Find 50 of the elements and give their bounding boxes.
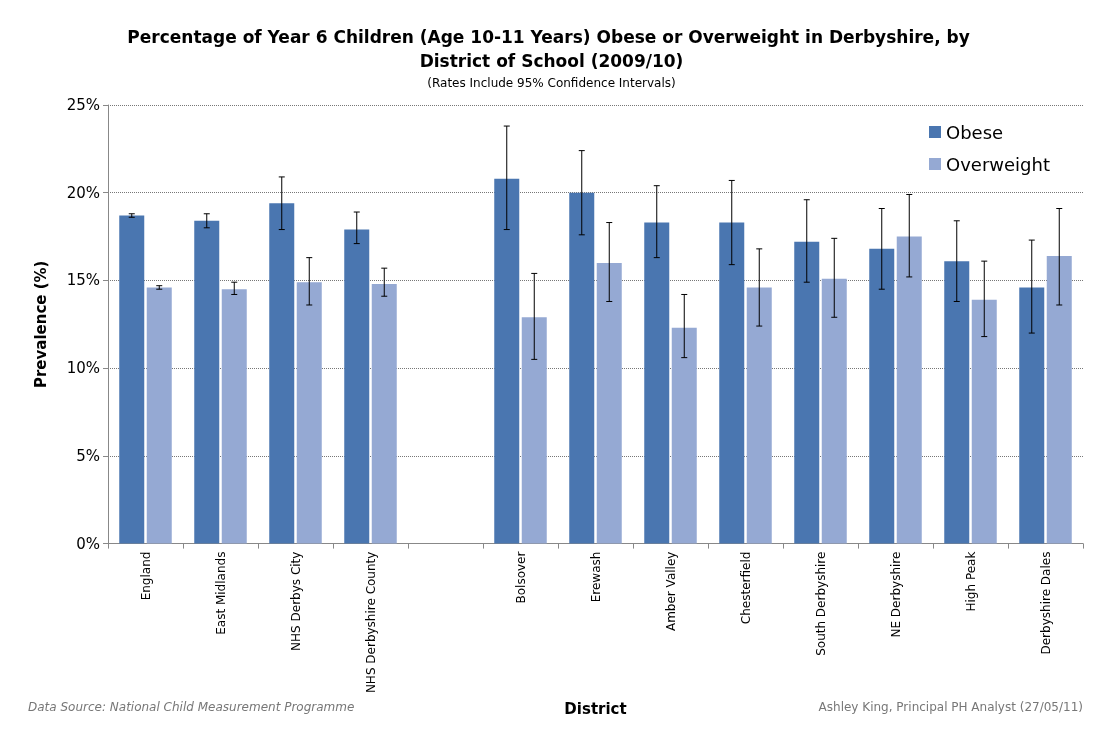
x-tick-label: Amber Valley <box>663 551 678 632</box>
x-tick-label: NE Derbyshire <box>888 551 903 638</box>
bar <box>371 283 397 544</box>
y-tick-label: 15% <box>66 271 100 290</box>
x-tick-label: England <box>138 551 153 601</box>
text: Ashley King, Principal PH Analyst (27/05/11) <box>818 700 1084 714</box>
bar <box>119 215 145 544</box>
source-note: Data Source: National Child Measurement Programme <box>28 700 355 714</box>
y-tick-label: 10% <box>66 359 100 378</box>
bar <box>194 220 220 544</box>
bar <box>794 241 820 544</box>
bar <box>296 282 322 544</box>
x-tick-label: Erewash <box>588 551 603 603</box>
bar <box>494 178 520 544</box>
legend-label: Overweight <box>946 153 1050 175</box>
y-tick-label: 0% <box>76 534 100 553</box>
y-axis-title: Prevalence (%) <box>31 260 50 389</box>
bar <box>869 248 895 544</box>
bar <box>1046 255 1072 544</box>
bar <box>746 287 772 544</box>
x-tick-label: NHS Derbys City <box>288 551 303 651</box>
x-axis-title: District <box>564 699 627 718</box>
bar <box>569 192 595 544</box>
chart-subtitle: (Rates Include 95% Confidence Intervals) <box>427 76 676 90</box>
bar <box>596 262 622 544</box>
bar <box>821 278 847 544</box>
x-tick-label: High Peak <box>963 551 978 612</box>
x-tick-label: NHS Derbyshire County <box>363 551 378 694</box>
legend-label: Obese <box>946 121 1004 143</box>
x-tick-label: Bolsover <box>513 551 528 604</box>
bar <box>896 236 922 544</box>
bar <box>269 203 295 544</box>
y-tick-label: 20% <box>66 183 100 202</box>
y-tick-label: 25% <box>66 96 100 114</box>
bar <box>221 289 247 544</box>
bar <box>671 327 697 544</box>
bar <box>719 222 745 544</box>
x-tick-label: East Midlands <box>213 551 228 635</box>
y-tick-label: 5% <box>76 446 100 465</box>
bar <box>644 222 670 544</box>
bar <box>146 287 172 544</box>
bar <box>344 229 370 544</box>
bar <box>521 317 547 544</box>
x-tick-label: Derbyshire Dales <box>1038 551 1053 655</box>
x-tick-label: South Derbyshire <box>813 551 828 656</box>
x-tick-label: Chesterfield <box>738 551 753 625</box>
bar <box>944 261 970 544</box>
bar <box>971 299 997 544</box>
bar <box>1019 287 1045 544</box>
chart-title: Percentage of Year 6 Children (Age 10-11 Years) Obese or Overweight in Derbyshire, by District of School (2009/10) <box>127 27 976 71</box>
